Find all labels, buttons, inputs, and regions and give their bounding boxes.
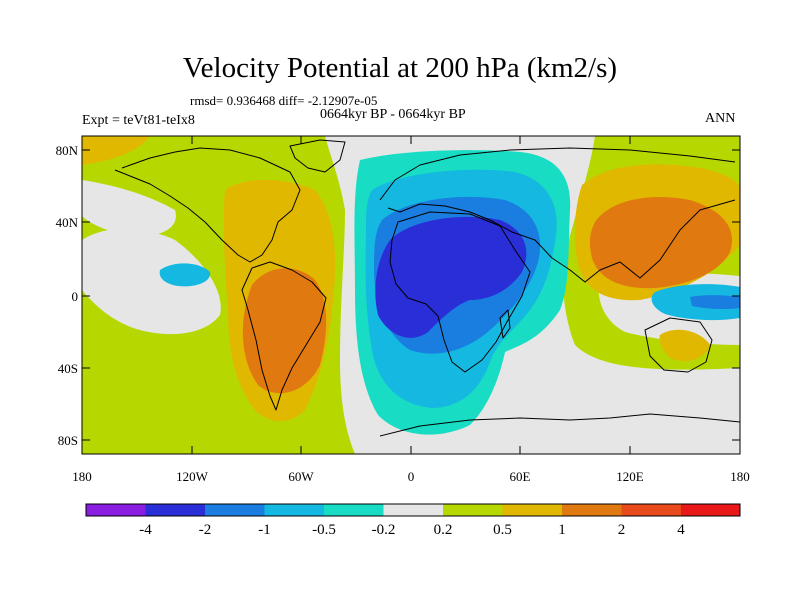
positive-east-asia-core [589,196,733,289]
colorbar-frame [85,503,741,517]
experiment-label: Expt = teVt81-teIx8 [82,113,195,128]
colorbar-label: 4 [677,522,685,538]
colorbar-swatch-5 [324,504,384,516]
colorbar-label: -0.5 [312,522,336,538]
colorbar-label: 0.5 [493,522,512,538]
positive-south-america-core [242,268,327,394]
negative-africa-core [375,216,527,338]
colorbar-swatch-10 [621,504,681,516]
period-label: 0664kyr BP - 0664kyr BP [320,107,466,122]
lon-label: 120W [176,469,208,484]
lat-label: 0 [71,289,79,304]
coast-madagascar [499,309,511,339]
rmsd-diff-stats: rmsd= 0.936468 diff= -2.12907e-05 [190,93,378,108]
coast-australia [644,317,713,373]
lon-label: 60E [509,469,531,484]
lon-label: 60W [288,469,314,484]
weak-region-north-pacific [82,180,176,236]
colorbar-label: -0.2 [371,522,396,538]
season-label: ANN [705,111,736,126]
axis-ticks [81,136,741,454]
coast-antarctica [379,413,741,437]
plot-title: Velocity Potential at 200 hPa (km2/s) [182,52,618,84]
colorbar-swatch-4 [264,504,324,516]
lat-label: 80S [57,433,78,448]
lon-label: 120E [616,469,644,484]
colorbar-label: 0.2 [433,522,453,538]
colorbar-swatch-3 [205,504,265,516]
contour-field [82,136,740,454]
coast-greenland [289,139,346,173]
coast-eurasia [379,147,736,283]
coast-south-america [241,261,327,411]
colorbar-swatch-7 [443,504,503,516]
colorbar-swatch-2 [145,504,205,516]
coastlines [114,139,741,437]
negative-east-pacific [159,263,211,287]
colorbar-swatch-11 [681,504,740,516]
colorbar-swatch-6 [383,504,443,516]
coast-africa [389,211,531,373]
lat-label: 40S [57,361,78,376]
lat-label: 80N [55,143,78,158]
colorbar-label: 2 [617,522,626,538]
colorbar-swatch-8 [502,504,562,516]
positive-north-pacific [82,136,150,165]
lon-label: 180 [730,469,750,484]
colorbar-label: -4 [139,522,152,538]
lon-label: 0 [407,469,415,484]
colorbar-label: -2 [198,522,212,538]
lon-label: 180 [72,469,92,484]
coast-north-america [114,147,301,263]
colorbar-swatch-9 [562,504,622,516]
colorbar [85,503,741,517]
colorbar-swatch-1 [86,504,146,516]
lat-label: 40N [55,215,78,230]
colorbar-label: -1 [258,522,271,538]
negative-west-pacific-core [690,295,740,310]
weak-region-east-pacific [82,228,221,335]
positive-australia [659,329,710,362]
colorbar-label: 1 [558,522,566,538]
